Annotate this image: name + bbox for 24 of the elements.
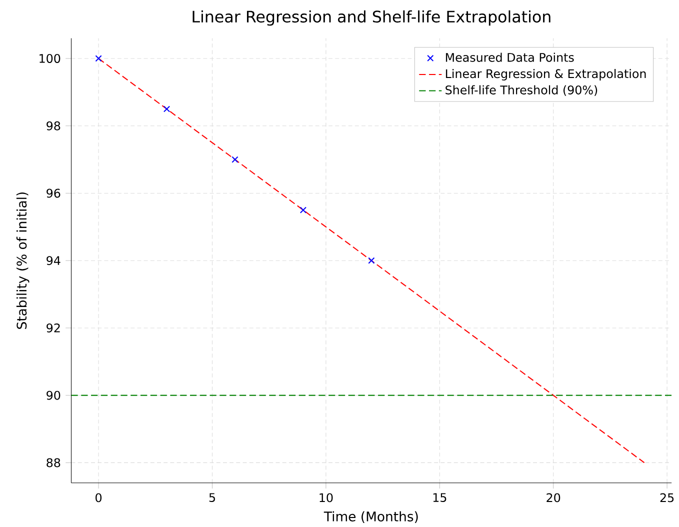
point <box>300 206 307 214</box>
y-tick-label: 100 <box>40 54 60 63</box>
x-tick-label: 10 <box>320 493 333 502</box>
x-axis-title: Time (Months) <box>324 511 418 523</box>
x-tick-label: 15 <box>433 493 446 502</box>
x-tick-label: 5 <box>209 493 215 502</box>
point <box>232 156 238 163</box>
legend-label: Measured Data Points <box>446 52 574 62</box>
y-axis-title: Stability (% of initial) <box>16 192 30 329</box>
point <box>163 105 170 112</box>
y-tick-label: 92 <box>46 323 60 332</box>
point <box>368 257 375 264</box>
chart-title: Linear Regression and Shelf-life Extrapolation <box>192 10 550 26</box>
y-tick-label: 96 <box>46 188 60 198</box>
y-tick-label: 94 <box>46 256 60 265</box>
y-tick-label: 98 <box>46 121 60 130</box>
x-tick-label: 25 <box>660 493 674 502</box>
y-tick-label: 90 <box>46 390 60 400</box>
y-tick-label: 88 <box>46 458 60 467</box>
legend-label: Shelf-life Threshold (90%) <box>446 85 598 96</box>
x-tick-label: 20 <box>546 493 560 502</box>
legend-label: Linear Regression & Extrapolation <box>446 68 646 80</box>
x-tick-label: 0 <box>96 493 102 502</box>
point <box>95 54 102 62</box>
